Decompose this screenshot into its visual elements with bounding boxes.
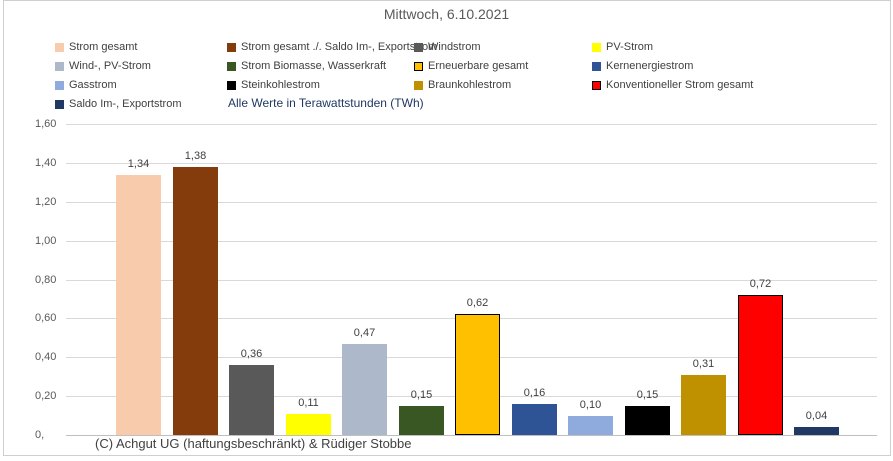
legend-item-kernenergiestrom: Kernenergiestrom bbox=[592, 59, 693, 73]
legend-item-braunkohlestrom: Braunkohlestrom bbox=[414, 78, 511, 92]
bar-value-label-saldo-im-exportstrom: 0,04 bbox=[805, 410, 828, 422]
legend-item-windstrom: Windstrom bbox=[414, 40, 481, 54]
legend-item-erneuerbare-gesamt: Erneuerbare gesamt bbox=[414, 59, 528, 73]
legend-swatch-kernenergiestrom bbox=[592, 61, 601, 71]
bar-steinkohlestrom bbox=[625, 406, 670, 435]
legend-item-saldo-im-exportstrom: Saldo Im-, Exportstrom bbox=[55, 97, 181, 111]
legend-swatch-erneuerbare-gesamt bbox=[414, 61, 423, 71]
legend-swatch-konventioneller-strom-gesamt bbox=[592, 80, 601, 90]
gridline bbox=[66, 124, 877, 125]
bar-saldo-im-exportstrom bbox=[794, 427, 839, 435]
legend-swatch-gasstrom bbox=[55, 80, 64, 90]
gridline bbox=[66, 202, 877, 203]
bar-value-label-konventioneller-strom-gesamt: 0,72 bbox=[749, 278, 772, 290]
bar-value-label-strom-gesamt: 1,34 bbox=[127, 158, 150, 170]
gridline bbox=[66, 241, 877, 242]
y-axis-tick-label: 0,40 bbox=[35, 351, 57, 363]
legend-swatch-strom-gesamt bbox=[55, 42, 64, 52]
bar-windstrom bbox=[229, 365, 274, 435]
gridline bbox=[66, 163, 877, 164]
bar-pv-strom bbox=[286, 414, 331, 435]
legend-label-strom-biomasse-wasserkraft: Strom Biomasse, Wasserkraft bbox=[241, 60, 387, 72]
legend-label-braunkohlestrom: Braunkohlestrom bbox=[428, 79, 512, 91]
y-axis-tick-label: 0, bbox=[35, 429, 45, 441]
legend-item-strom-biomasse-wasserkraft: Strom Biomasse, Wasserkraft bbox=[227, 59, 386, 73]
bar-value-label-erneuerbare-gesamt: 0,62 bbox=[466, 297, 489, 309]
legend-item-wind-pv-strom: Wind-, PV-Strom bbox=[55, 59, 151, 73]
chart-title: Mittwoch, 6.10.2021 bbox=[383, 6, 510, 22]
legend-label-gasstrom: Gasstrom bbox=[69, 79, 117, 91]
legend-label-windstrom: Windstrom bbox=[428, 41, 481, 53]
legend-item-strom-gesamt: Strom gesamt bbox=[55, 40, 137, 54]
x-axis-line bbox=[66, 435, 877, 436]
y-axis-tick-label: 1,60 bbox=[35, 118, 57, 130]
bar-value-label-kernenergiestrom: 0,16 bbox=[523, 387, 546, 399]
gridline bbox=[66, 280, 877, 281]
y-axis-tick-label: 0,20 bbox=[35, 390, 57, 402]
legend-label-steinkohlestrom: Steinkohlestrom bbox=[241, 79, 320, 91]
legend-item-konventioneller-strom-gesamt: Konventioneller Strom gesamt bbox=[592, 78, 753, 92]
bar-value-label-strom-biomasse-wasserkraft: 0,15 bbox=[410, 389, 433, 401]
bar-braunkohlestrom bbox=[681, 375, 726, 435]
legend-label-konventioneller-strom-gesamt: Konventioneller Strom gesamt bbox=[606, 79, 754, 91]
bar-value-label-wind-pv-strom: 0,47 bbox=[353, 327, 376, 339]
bar-value-label-braunkohlestrom: 0,31 bbox=[692, 358, 715, 370]
bar-strom-biomasse-wasserkraft bbox=[399, 406, 444, 435]
legend-swatch-strom-biomasse-wasserkraft bbox=[227, 61, 236, 71]
legend-label-strom-gesamt-saldo-im-exportstrom: Strom gesamt ./. Saldo Im-, Exportstrom bbox=[241, 41, 438, 53]
legend-swatch-strom-gesamt-saldo-im-exportstrom bbox=[227, 42, 236, 52]
bar-erneuerbare-gesamt bbox=[455, 314, 500, 435]
legend-swatch-steinkohlestrom bbox=[227, 80, 236, 90]
bar-value-label-pv-strom: 0,11 bbox=[298, 397, 319, 409]
legend-swatch-wind-pv-strom bbox=[55, 61, 64, 71]
legend-item-gasstrom: Gasstrom bbox=[55, 78, 117, 92]
legend-label-kernenergiestrom: Kernenergiestrom bbox=[606, 60, 694, 72]
bar-value-label-gasstrom: 0,10 bbox=[579, 399, 602, 411]
legend-item-steinkohlestrom: Steinkohlestrom bbox=[227, 78, 320, 92]
legend-label-wind-pv-strom: Wind-, PV-Strom bbox=[69, 60, 151, 72]
bar-konventioneller-strom-gesamt bbox=[738, 295, 783, 435]
bar-value-label-windstrom: 0,36 bbox=[240, 348, 263, 360]
y-axis-tick-label: 0,80 bbox=[35, 274, 57, 286]
legend-swatch-braunkohlestrom bbox=[414, 80, 423, 90]
bar-value-label-steinkohlestrom: 0,15 bbox=[636, 389, 659, 401]
bar-value-label-strom-gesamt-saldo-im-exportstrom: 1,38 bbox=[184, 150, 207, 162]
legend-label-pv-strom: PV-Strom bbox=[606, 41, 654, 53]
bar-strom-gesamt-saldo-im-exportstrom bbox=[173, 167, 218, 435]
legend-swatch-pv-strom bbox=[592, 42, 601, 52]
y-axis-tick-label: 1,40 bbox=[35, 157, 57, 169]
legend-swatch-saldo-im-exportstrom bbox=[55, 99, 64, 109]
chart-footer: (C) Achgut UG (haftungsbeschränkt) & Rüd… bbox=[95, 436, 412, 451]
bar-strom-gesamt bbox=[116, 175, 161, 435]
legend-label-saldo-im-exportstrom: Saldo Im-, Exportstrom bbox=[69, 98, 182, 110]
y-axis-tick-label: 1,00 bbox=[35, 235, 57, 247]
bar-gasstrom bbox=[568, 416, 613, 435]
legend-swatch-windstrom bbox=[414, 42, 423, 52]
y-axis-tick-label: 0,60 bbox=[35, 312, 57, 324]
y-axis-tick-label: 1,20 bbox=[35, 196, 57, 208]
legend-item-strom-gesamt-saldo-im-exportstrom: Strom gesamt ./. Saldo Im-, Exportstrom bbox=[227, 40, 437, 54]
bar-kernenergiestrom bbox=[512, 404, 557, 435]
legend-item-pv-strom: PV-Strom bbox=[592, 40, 653, 54]
chart-unit-note: Alle Werte in Terawattstunden (TWh) bbox=[228, 96, 424, 110]
legend-label-erneuerbare-gesamt: Erneuerbare gesamt bbox=[428, 60, 529, 72]
legend-label-strom-gesamt: Strom gesamt bbox=[69, 41, 138, 53]
bar-wind-pv-strom bbox=[342, 344, 387, 435]
